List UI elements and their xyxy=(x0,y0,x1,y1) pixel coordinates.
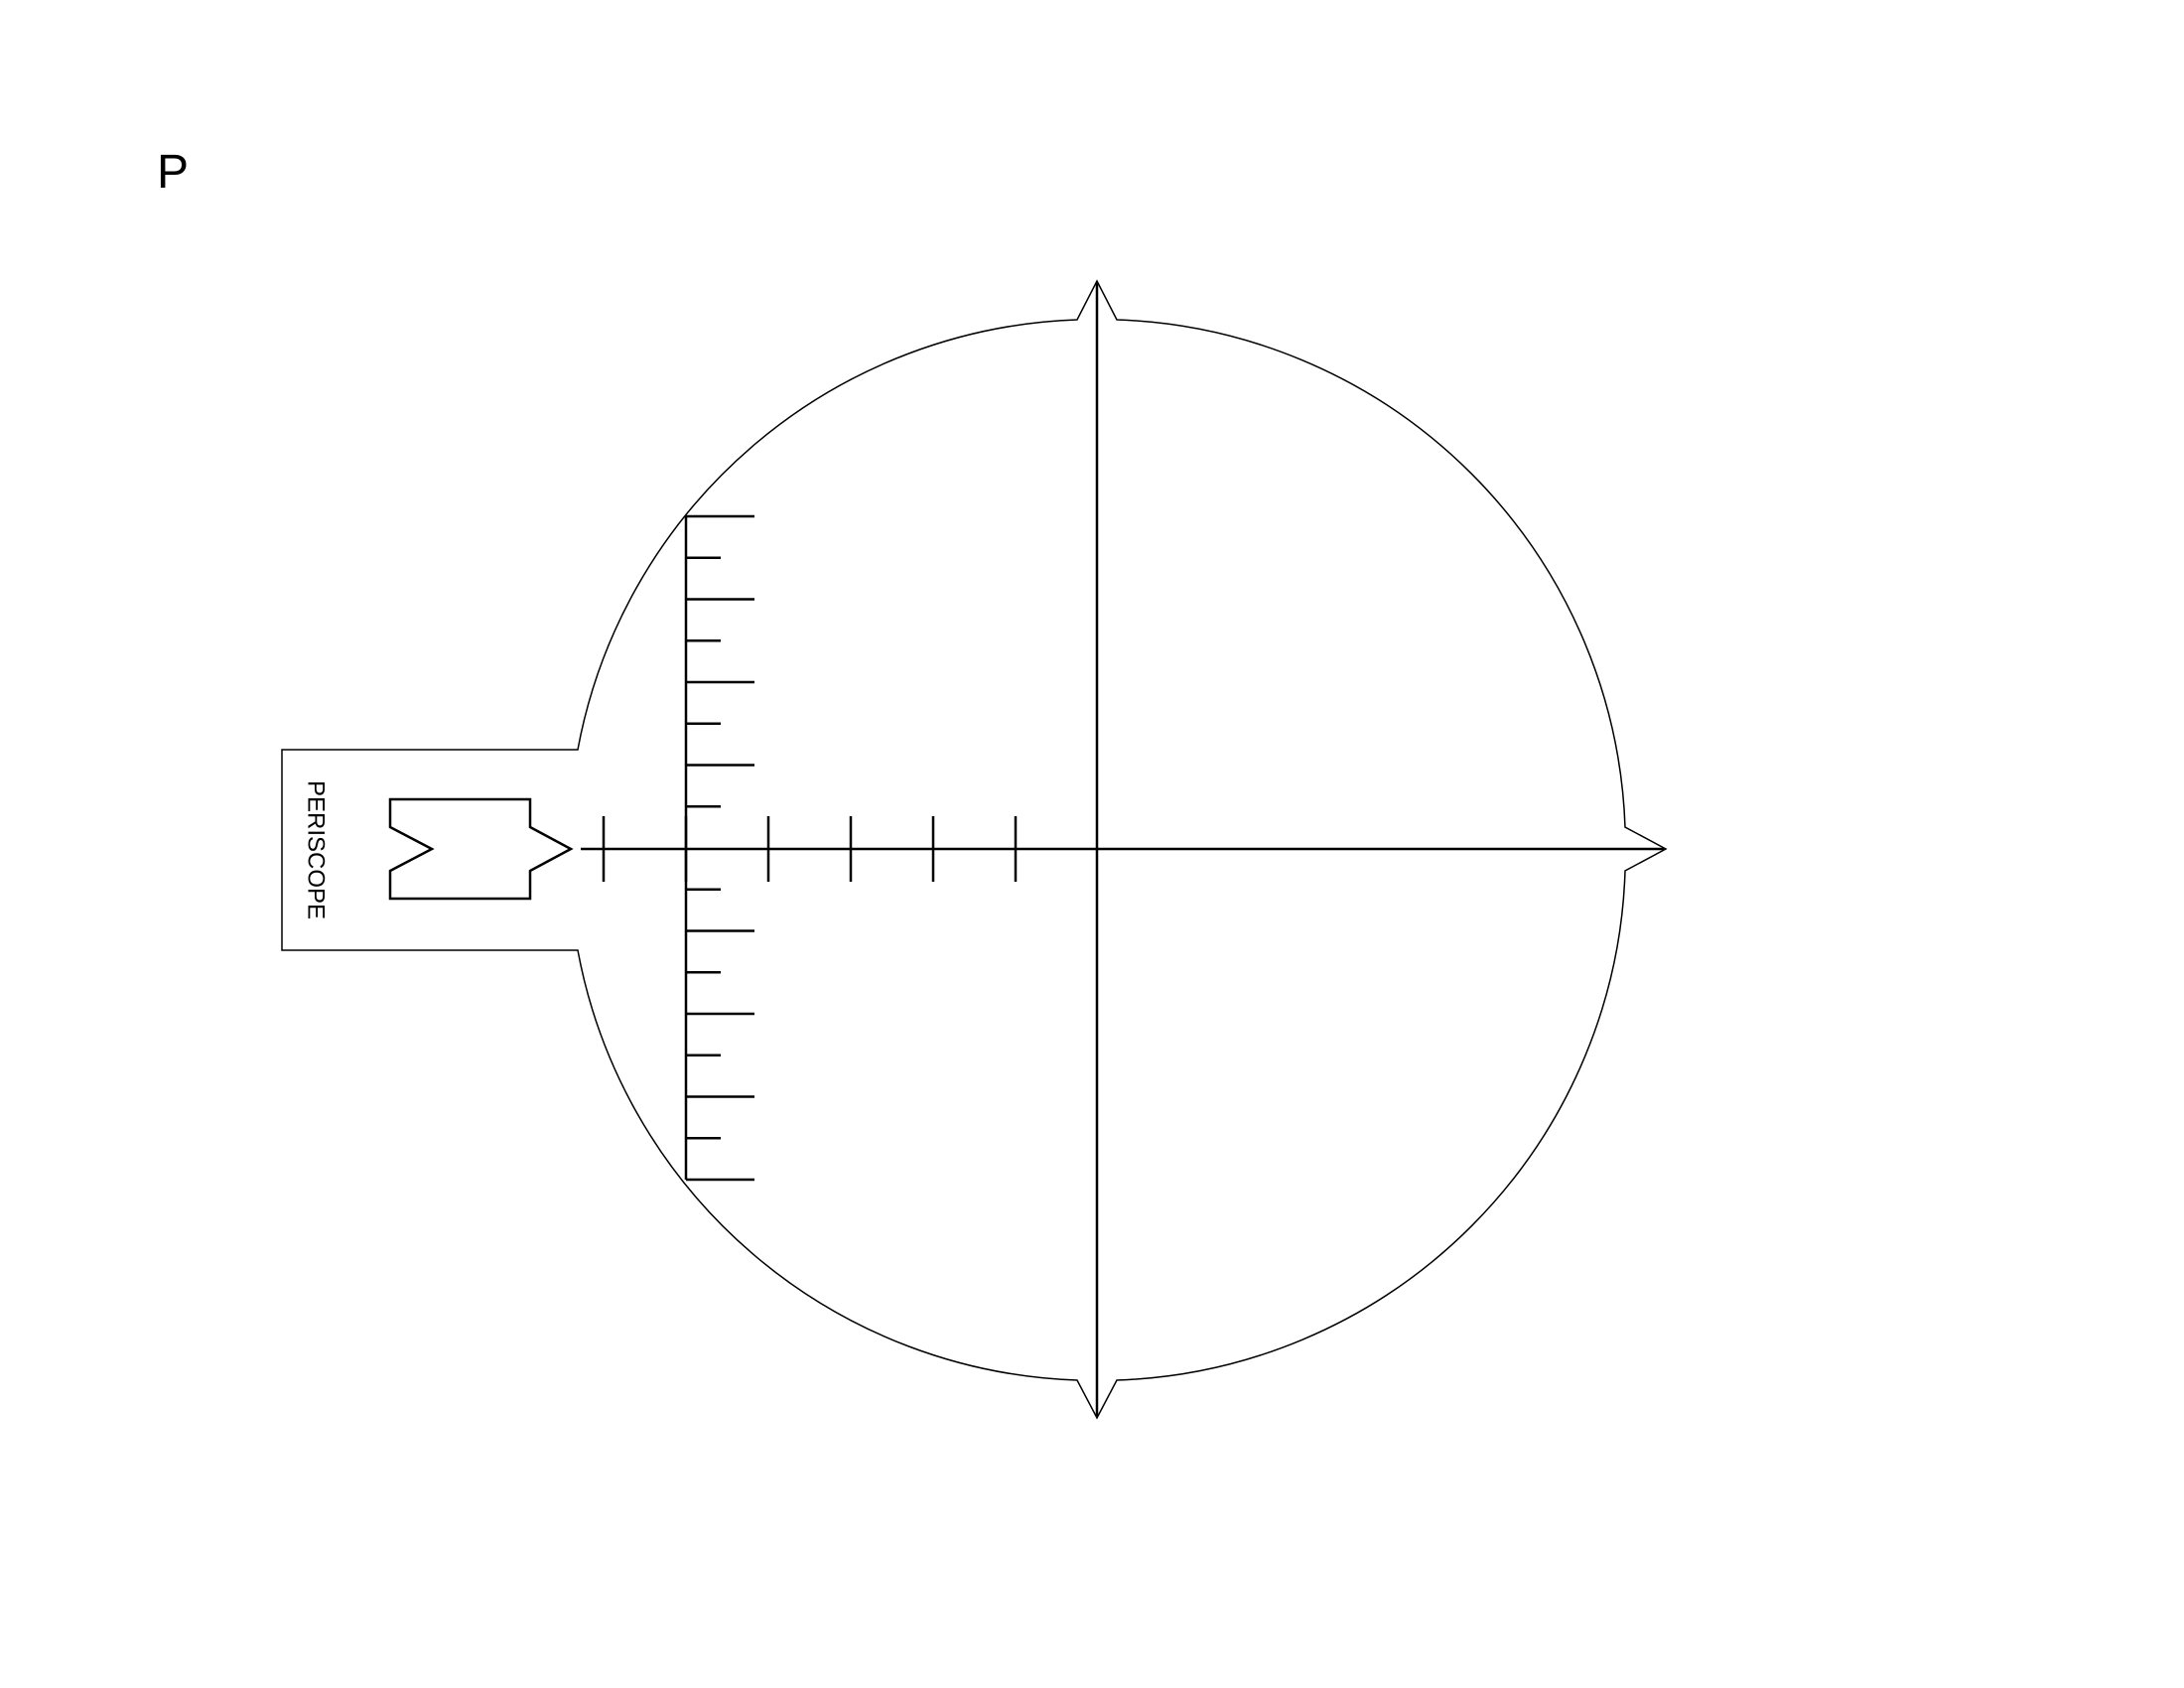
lens-outline xyxy=(281,279,1668,1420)
periscope-label: PERISCOPE xyxy=(303,780,330,919)
submarine-arrow-icon xyxy=(388,797,574,901)
page-letter: P xyxy=(157,146,190,199)
scale-ticks xyxy=(602,514,1018,1182)
